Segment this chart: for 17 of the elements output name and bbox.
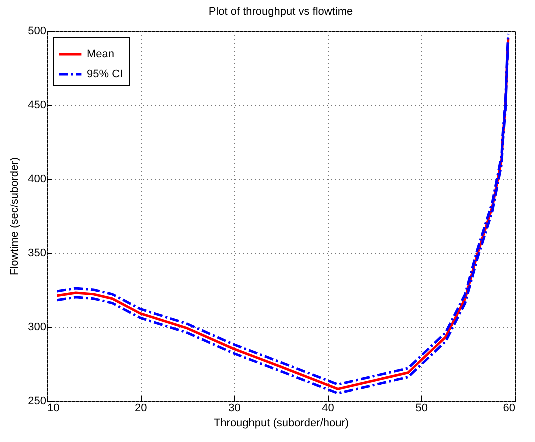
x-tick-label: 50 — [416, 402, 428, 414]
x-tick-label: 60 — [503, 402, 516, 414]
y-tick-label: 500 — [28, 26, 46, 38]
y-tick-label: 450 — [28, 100, 46, 112]
y-tick-label: 400 — [28, 174, 46, 186]
x-tick-label: 40 — [322, 402, 334, 414]
y-tick-label: 250 — [28, 396, 46, 408]
chart-title: Plot of throughput vs flowtime — [208, 6, 354, 18]
x-tick-label: 10 — [48, 402, 60, 414]
x-tick-label: 30 — [228, 402, 241, 414]
legend-label: Mean — [87, 48, 115, 60]
legend-label: 95% CI — [87, 68, 124, 80]
x-tick-label: 20 — [134, 402, 148, 414]
y-axis-title: Flowtime (sec/suborder) — [9, 158, 22, 276]
y-tick-label: 350 — [28, 248, 46, 260]
x-axis-title: Throughput (suborder/hour) — [214, 418, 350, 430]
y-tick-label: 300 — [28, 322, 46, 334]
